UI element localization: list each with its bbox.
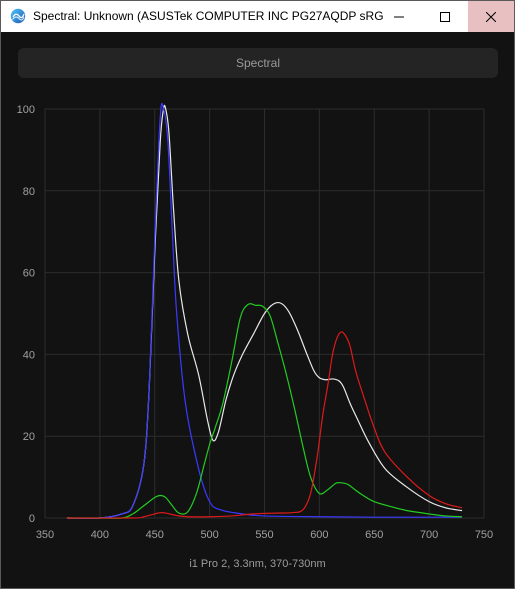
spectral-chart: 350 400 450 500 550 600 650 700 750 0 20 40 60 80 100 bbox=[17, 102, 493, 541]
minimize-icon bbox=[394, 16, 404, 17]
y-tick-label: 0 bbox=[29, 513, 35, 525]
y-tick-label: 80 bbox=[23, 186, 35, 198]
y-tick-label: 20 bbox=[23, 431, 35, 443]
app-logo-icon bbox=[10, 8, 26, 24]
series-line-2 bbox=[66, 303, 463, 519]
x-tick-label: 700 bbox=[420, 529, 438, 541]
x-tick-label: 400 bbox=[91, 529, 109, 541]
x-axis-ticks: 350 400 450 500 550 600 650 700 750 bbox=[36, 529, 493, 541]
spectral-tab-button[interactable]: Spectral bbox=[18, 48, 498, 78]
maximize-button[interactable] bbox=[422, 1, 468, 32]
x-tick-label: 550 bbox=[255, 529, 273, 541]
series-line-1 bbox=[66, 102, 463, 519]
x-tick-label: 750 bbox=[475, 529, 493, 541]
measurement-info: i1 Pro 2, 3.3nm, 370-730nm bbox=[189, 558, 326, 570]
x-tick-label: 450 bbox=[146, 529, 164, 541]
maximize-icon bbox=[440, 11, 450, 22]
y-tick-label: 40 bbox=[23, 349, 35, 361]
close-icon bbox=[486, 11, 496, 22]
series-line-0 bbox=[66, 104, 463, 519]
chart-series bbox=[66, 102, 463, 519]
y-tick-label: 100 bbox=[17, 104, 35, 116]
minimize-button[interactable] bbox=[376, 1, 422, 32]
x-tick-label: 650 bbox=[365, 529, 383, 541]
x-tick-label: 350 bbox=[36, 529, 54, 541]
series-line-3 bbox=[66, 331, 463, 519]
close-button[interactable] bbox=[468, 1, 514, 32]
x-tick-label: 600 bbox=[310, 529, 328, 541]
x-tick-label: 500 bbox=[200, 529, 218, 541]
chart-grid bbox=[44, 108, 485, 519]
y-axis-ticks: 0 20 40 60 80 100 bbox=[17, 104, 35, 525]
y-tick-label: 60 bbox=[23, 268, 35, 280]
title-bar[interactable]: Spectral: Unknown (ASUSTek COMPUTER INC … bbox=[1, 1, 514, 32]
window-title: Spectral: Unknown (ASUSTek COMPUTER INC … bbox=[33, 9, 383, 23]
